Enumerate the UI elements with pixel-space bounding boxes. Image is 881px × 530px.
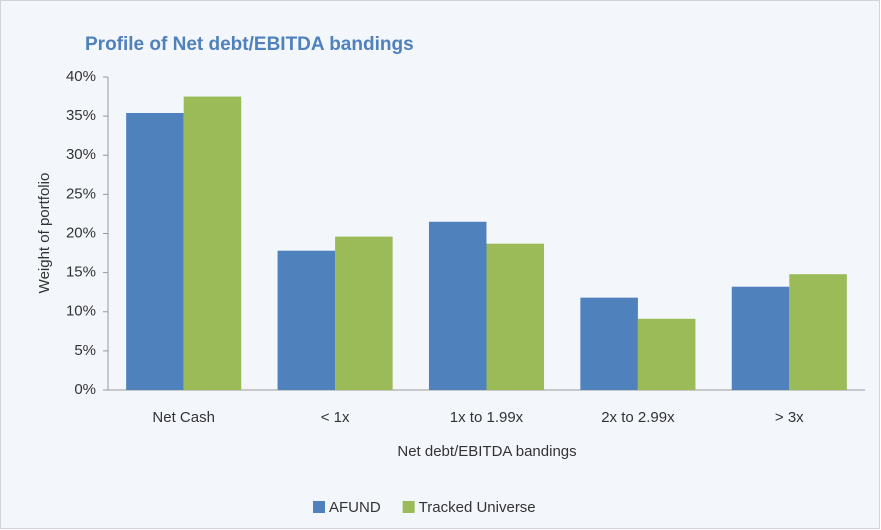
y-tick-label: 5%: [74, 342, 96, 359]
bar: [126, 112, 184, 391]
y-tick-label: 35%: [66, 107, 96, 124]
x-tick-label: 1x to 1.99x: [450, 409, 524, 426]
chart-title: Profile of Net debt/EBITDA bandings: [85, 34, 414, 55]
y-axis-label: Weight of portfolio: [36, 173, 53, 294]
legend-label: Tracked Universe: [419, 499, 536, 516]
legend-label: AFUND: [329, 499, 381, 516]
bar: [277, 250, 336, 390]
bar: [789, 274, 847, 390]
y-tick-label: 15%: [66, 264, 96, 281]
x-tick-label: > 3x: [775, 409, 804, 426]
legend-swatch: [402, 501, 415, 513]
bar: [580, 297, 638, 390]
y-tick-label: 0%: [74, 381, 96, 398]
bar: [428, 221, 487, 390]
bar: [335, 236, 393, 390]
y-tick-label: 10%: [66, 303, 96, 320]
bar: [731, 286, 790, 390]
x-tick-label: Net Cash: [152, 409, 215, 426]
x-tick-label: < 1x: [321, 409, 350, 426]
bar: [486, 243, 545, 390]
legend-swatch: [313, 501, 325, 513]
y-tick-label: 40%: [66, 68, 96, 85]
x-axis-label: Net debt/EBITDA bandings: [397, 443, 576, 460]
bar: [637, 318, 696, 390]
y-tick-label: 20%: [66, 224, 96, 241]
y-tick-label: 25%: [66, 185, 96, 202]
x-tick-label: 2x to 2.99x: [601, 409, 675, 426]
bar: [183, 96, 242, 390]
y-tick-label: 30%: [66, 146, 96, 163]
